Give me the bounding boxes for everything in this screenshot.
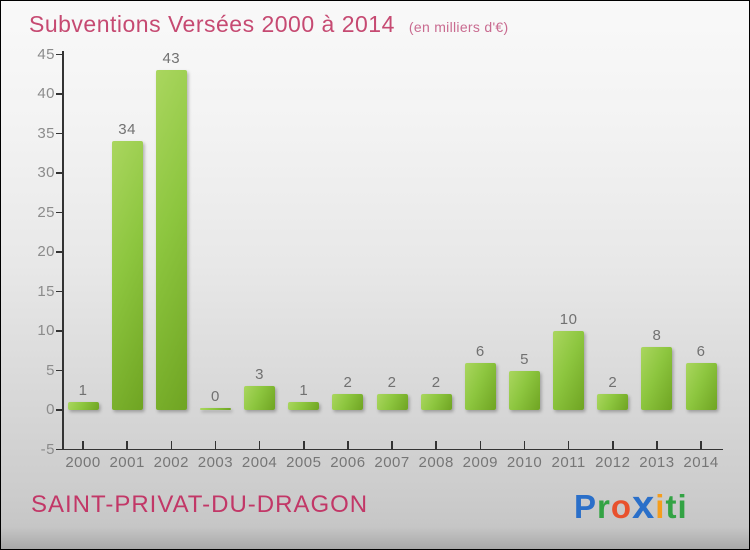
bar-value-label: 43 [162, 50, 181, 68]
x-axis-tick [391, 441, 393, 449]
y-axis-tick [56, 409, 62, 411]
y-axis-tick [56, 290, 62, 293]
x-axis-tick [523, 441, 526, 449]
y-axis-tick [56, 132, 62, 135]
bar-2003 [199, 408, 231, 410]
bar-2012 [597, 394, 629, 410]
bar-value-label: 2 [387, 374, 397, 392]
bar-2006 [332, 394, 364, 410]
y-axis-tick [56, 211, 62, 214]
bar-2000 [67, 402, 99, 410]
y-tick-label: 40 [37, 85, 55, 102]
bar-2004 [244, 386, 276, 410]
bar-value-label: 2 [343, 374, 353, 392]
x-tick-label: 2012 [595, 454, 631, 471]
bar-value-label: 0 [211, 388, 220, 405]
y-tick-label: 35 [37, 124, 55, 142]
bar-value-label: 5 [520, 350, 529, 368]
y-axis-tick [56, 53, 62, 56]
y-tick-label: 15 [37, 282, 55, 300]
bar-value-label: 2 [431, 374, 441, 392]
bar-value-label: 8 [652, 326, 662, 344]
bar-value-label: 3 [255, 366, 265, 384]
x-axis-tick [700, 441, 702, 449]
y-tick-label: 45 [37, 45, 55, 63]
y-axis-line [62, 51, 64, 450]
x-axis-tick [82, 441, 84, 449]
y-axis-tick [56, 448, 62, 451]
x-tick-label: 2000 [65, 454, 101, 471]
bar-2010 [509, 370, 540, 410]
x-axis-tick [479, 441, 482, 449]
x-tick-label: 2007 [374, 454, 410, 471]
y-axis-tick [56, 251, 62, 253]
bar-2001 [111, 141, 143, 410]
x-axis-tick [258, 441, 261, 449]
y-axis-tick [56, 172, 62, 174]
bar-2007 [376, 394, 408, 410]
x-axis-line [62, 448, 723, 451]
bar-value-label: 1 [78, 382, 88, 400]
bar-value-label: 34 [118, 121, 136, 139]
chart-title: Subventions Versées 2000 à 2014 [29, 11, 395, 37]
x-axis-tick [303, 441, 305, 449]
x-axis-tick [170, 441, 173, 449]
x-axis-tick [435, 441, 437, 449]
x-axis-tick [656, 441, 658, 449]
x-tick-label: 2009 [462, 454, 499, 471]
logo-letter-P: P [574, 488, 598, 525]
y-axis-tick [56, 369, 62, 372]
x-tick-label: 2004 [241, 454, 278, 471]
x-tick-label: 2011 [551, 454, 586, 471]
bar-2014 [685, 362, 717, 410]
bar-value-label: 6 [475, 342, 485, 360]
x-tick-label: 2013 [639, 454, 675, 471]
chart-subtitle: (en milliers d'€) [408, 19, 509, 35]
logo-letter-i: i [677, 488, 688, 525]
x-tick-label: 2001 [109, 454, 145, 471]
bar-value-label: 2 [608, 374, 618, 392]
logo-letter-x: x [632, 483, 656, 527]
x-tick-label: 2010 [506, 454, 543, 471]
y-axis-tick [56, 93, 62, 95]
location-label: SAINT-PRIVAT-DU-DRAGON [31, 491, 369, 518]
y-tick-label: 5 [46, 361, 55, 379]
x-tick-label: 2005 [286, 454, 322, 471]
x-axis-tick [347, 441, 349, 449]
y-tick-label: 10 [37, 322, 55, 339]
x-axis-tick [612, 441, 614, 449]
logo-letter-o: o [610, 488, 633, 525]
y-tick-label: 0 [46, 401, 55, 418]
bar-2005 [288, 402, 320, 410]
y-tick-label: 20 [37, 243, 55, 260]
y-tick-label: 30 [37, 164, 55, 181]
bar-2008 [420, 394, 452, 410]
x-tick-label: 2003 [197, 454, 234, 471]
x-axis-tick [214, 441, 217, 449]
logo-letter-r: r [597, 488, 611, 525]
x-tick-label: 2014 [683, 454, 719, 471]
bar-2002 [155, 70, 187, 410]
y-tick-label: -5 [40, 440, 55, 458]
x-tick-label: 2006 [330, 454, 366, 471]
x-tick-label: 2002 [153, 454, 189, 471]
x-axis-tick [567, 441, 570, 449]
x-tick-label: 2008 [418, 454, 454, 471]
bar-value-label: 1 [299, 382, 309, 400]
bar-value-label: 6 [696, 342, 706, 360]
logo-letter-i: i [655, 488, 666, 525]
bar-2011 [553, 331, 585, 410]
y-axis-tick [56, 330, 62, 332]
bar-2013 [641, 346, 673, 410]
y-tick-label: 25 [37, 203, 55, 221]
bar-2009 [464, 362, 496, 410]
bar-value-label: 10 [559, 311, 578, 328]
logo-letter-t: t [665, 488, 678, 525]
chart-header: Subventions Versées 2000 à 2014 (en mill… [29, 11, 508, 38]
x-axis-tick [126, 441, 128, 449]
